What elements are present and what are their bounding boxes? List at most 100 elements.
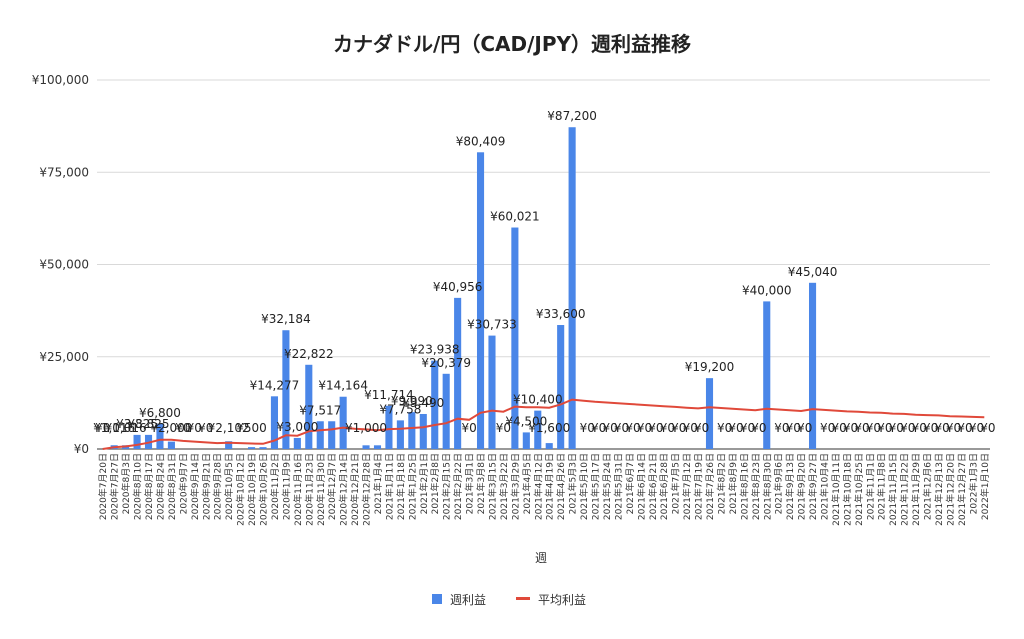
data-label: ¥7,758 bbox=[379, 402, 421, 416]
data-label: ¥0 bbox=[496, 421, 511, 435]
x-tick-label: 2021年5月10日 bbox=[578, 453, 590, 520]
data-label: ¥40,956 bbox=[433, 280, 483, 294]
bar bbox=[316, 421, 324, 449]
data-label: ¥1,600 bbox=[528, 421, 570, 435]
x-tick-label: 2021年3月22日 bbox=[498, 453, 510, 520]
data-label: ¥0 bbox=[820, 421, 835, 435]
x-tick-label: 2021年3月8日 bbox=[475, 453, 487, 514]
x-tick-label: 2021年7月12日 bbox=[681, 453, 693, 520]
data-label: ¥0 bbox=[740, 421, 755, 435]
bar bbox=[454, 297, 462, 449]
data-label: ¥0 bbox=[889, 421, 904, 435]
x-tick-label: 2021年7月19日 bbox=[693, 453, 705, 520]
data-label: ¥3,825 bbox=[116, 417, 158, 431]
data-label: ¥1,000 bbox=[345, 421, 387, 435]
x-tick-label: 2020年11月9日 bbox=[280, 453, 292, 520]
x-tick-label: 2021年10月25日 bbox=[853, 453, 865, 526]
x-tick-label: 2020年8月31日 bbox=[166, 453, 178, 520]
zero-labels: ¥0¥0¥0¥0¥0¥0¥0¥0¥0¥0¥0 ¥0¥0¥0¥0 ¥0¥0¥0 ¥0¥0… bbox=[580, 421, 996, 435]
x-tick-label: 2020年8月24日 bbox=[154, 453, 166, 520]
legend-swatch-average bbox=[516, 597, 530, 600]
x-tick-label: 2021年8月23日 bbox=[750, 453, 762, 520]
bar bbox=[763, 301, 771, 449]
x-tick-label: 2021年12月6日 bbox=[922, 453, 934, 520]
data-label: ¥23,938 bbox=[410, 343, 460, 357]
data-label: ¥22,822 bbox=[284, 347, 334, 361]
x-tick-label: 2021年8月30日 bbox=[761, 453, 773, 520]
data-label: ¥0 bbox=[900, 421, 915, 435]
data-label: ¥14,164 bbox=[318, 379, 368, 393]
data-label: ¥0 bbox=[671, 421, 686, 435]
y-tick-label: ¥50,000 bbox=[39, 258, 89, 272]
x-tick-label: 2021年6月28日 bbox=[658, 453, 670, 520]
bar bbox=[270, 396, 279, 449]
x-tick-label: 2020年10月26日 bbox=[258, 453, 270, 526]
x-tick-label: 2021年3月15日 bbox=[486, 453, 498, 520]
data-label: ¥33,600 bbox=[536, 307, 586, 321]
x-tick-label: 2021年6月14日 bbox=[635, 453, 647, 520]
y-tick-label: ¥100,000 bbox=[32, 73, 89, 87]
data-label: ¥0 bbox=[866, 421, 881, 435]
x-tick-label: 2021年8月2日 bbox=[715, 453, 727, 514]
bar bbox=[362, 445, 370, 449]
bar bbox=[328, 421, 336, 449]
data-label: ¥40,000 bbox=[742, 283, 792, 297]
x-tick-label: 2021年4月19日 bbox=[544, 453, 556, 520]
data-label: ¥2,000 bbox=[150, 421, 192, 435]
legend-label-weekly: 週利益 bbox=[450, 593, 486, 607]
grid-layer bbox=[97, 79, 990, 450]
x-tick-label: 2021年3月1日 bbox=[464, 453, 476, 514]
x-tick-label: 2022年1月10日 bbox=[979, 453, 991, 520]
x-tick-label: 2020年8月3日 bbox=[120, 453, 132, 514]
bar bbox=[488, 335, 496, 449]
data-label: ¥0 bbox=[969, 421, 984, 435]
data-label: ¥0 bbox=[957, 421, 972, 435]
x-tick-label: 2020年10月19日 bbox=[246, 453, 258, 526]
x-tick-label: 2021年5月24日 bbox=[601, 453, 613, 520]
data-label: ¥19,200 bbox=[685, 360, 735, 374]
legend: 週利益 平均利益 bbox=[432, 593, 586, 607]
x-tick-label: 2021年8月16日 bbox=[738, 453, 750, 520]
data-label: ¥4,500 bbox=[505, 414, 547, 428]
x-tick-label: 2021年5月31日 bbox=[612, 453, 624, 520]
bar bbox=[511, 227, 519, 449]
data-label: ¥0 bbox=[774, 421, 789, 435]
data-label: ¥0 bbox=[831, 421, 846, 435]
data-label: ¥0 bbox=[923, 421, 938, 435]
bar bbox=[476, 152, 485, 450]
x-tick-label: 2021年2月15日 bbox=[441, 453, 453, 520]
x-tick-label: 2021年1月18日 bbox=[395, 453, 407, 520]
bar bbox=[339, 396, 347, 449]
data-label: ¥0 bbox=[95, 421, 110, 435]
data-label: ¥0 bbox=[580, 421, 595, 435]
x-tick-label: 2021年11月1日 bbox=[864, 453, 876, 520]
bar bbox=[167, 441, 175, 449]
x-tick-label: 2021年9月27日 bbox=[807, 453, 819, 520]
x-tick-label: 2021年2月1日 bbox=[418, 453, 430, 514]
bar bbox=[419, 413, 427, 449]
x-tick-label: 2021年4月26日 bbox=[555, 453, 567, 520]
data-label: ¥0 bbox=[198, 421, 213, 435]
bar bbox=[431, 360, 439, 449]
bar bbox=[293, 437, 301, 449]
x-tick-label: 2021年12月13日 bbox=[933, 453, 945, 526]
x-tick-label: 2020年11月16日 bbox=[292, 453, 304, 526]
x-tick-label: 2021年10月4日 bbox=[818, 453, 830, 520]
bar bbox=[522, 432, 530, 449]
x-tick-label: 2020年11月2日 bbox=[269, 453, 281, 520]
data-label: ¥0 bbox=[751, 421, 766, 435]
x-tick-label: 2020年10月5日 bbox=[223, 453, 235, 520]
x-tick-label: 2021年10月18日 bbox=[841, 453, 853, 526]
data-label: ¥45,040 bbox=[788, 265, 838, 279]
x-tick-label: 2021年8月9日 bbox=[727, 453, 739, 514]
data-label: ¥1,016 bbox=[93, 421, 135, 435]
data-label: ¥6,800 bbox=[139, 406, 181, 420]
data-label: ¥0 bbox=[175, 421, 190, 435]
data-label: ¥0 bbox=[854, 421, 869, 435]
x-tick-label: 2022年1月3日 bbox=[967, 453, 979, 514]
data-label: ¥20,379 bbox=[421, 356, 471, 370]
x-tick-label: 2020年11月23日 bbox=[303, 453, 315, 526]
x-tick-label: 2020年8月10日 bbox=[132, 453, 144, 520]
x-tick-label: 2021年3月29日 bbox=[509, 453, 521, 520]
